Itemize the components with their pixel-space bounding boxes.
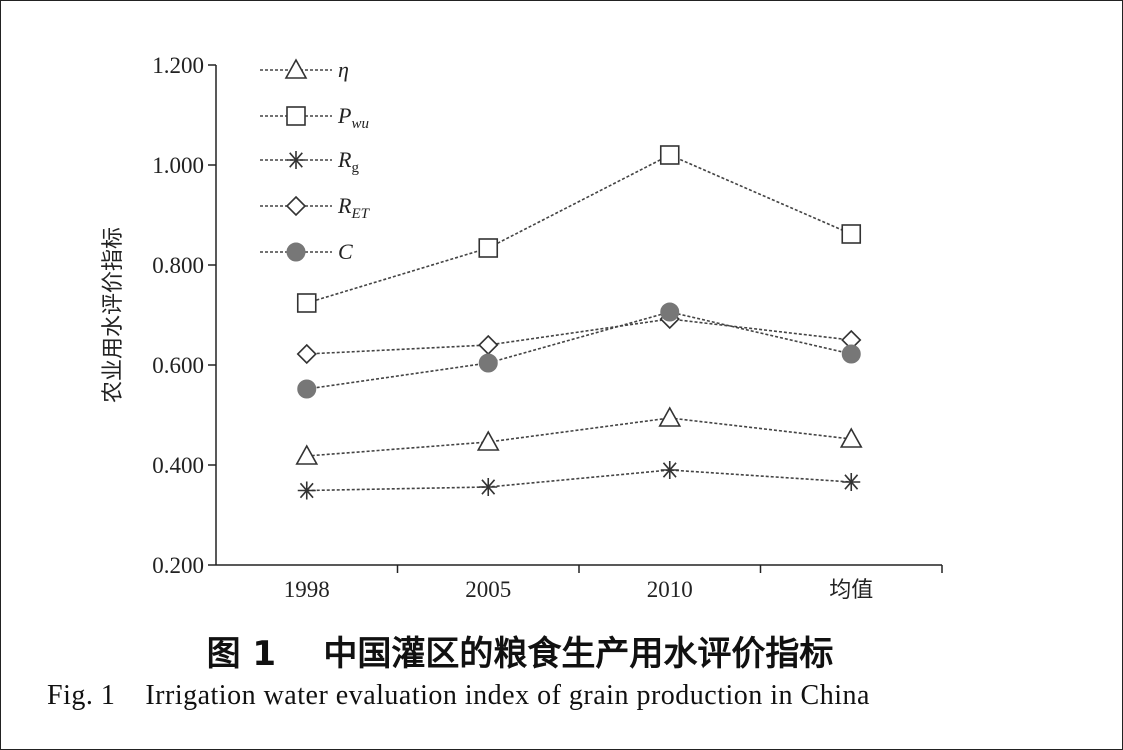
marker-triangle-open [476, 430, 500, 451]
marker-triangle-open [658, 406, 682, 427]
marker-circle-filled [478, 353, 498, 373]
legend-label: C [338, 239, 353, 264]
legend-label: Rg [337, 147, 359, 176]
y-tick-label: 0.200 [152, 553, 204, 578]
marker-asterisk [660, 461, 679, 479]
x-tick-label: 2010 [647, 577, 693, 602]
legend: η Pwu Rg RET C [260, 57, 371, 264]
marker-asterisk [287, 151, 305, 169]
marker-square-open [286, 106, 306, 126]
marker-diamond-open [296, 343, 317, 365]
x-tick-label: 1998 [284, 577, 330, 602]
marker-square-open [478, 238, 499, 258]
series-line-Rg [306, 469, 852, 492]
legend-item: Rg [260, 147, 359, 176]
legend-label: RET [337, 193, 371, 222]
marker-square-open [659, 145, 680, 165]
marker-square-open [841, 224, 862, 244]
data-markers [295, 145, 863, 500]
y-tick-label: 0.600 [152, 353, 204, 378]
caption-chinese: 图 1 中国灌区的粮食生产用水评价指标 [206, 634, 834, 674]
legend-label: η [338, 57, 349, 82]
y-tick-label: 1.200 [152, 53, 204, 78]
y-tick-label: 0.800 [152, 253, 204, 278]
marker-circle-filled [660, 302, 680, 322]
series-line-C [306, 311, 852, 390]
marker-asterisk [842, 473, 861, 491]
series-line-Pwu [306, 154, 852, 304]
legend-item: C [260, 239, 353, 264]
x-tick-label: 2005 [465, 577, 511, 602]
series-lines [306, 154, 852, 492]
marker-circle-filled [286, 242, 306, 262]
series-line-RET [306, 318, 852, 355]
legend-label: Pwu [337, 103, 369, 132]
marker-asterisk [297, 481, 316, 500]
marker-asterisk [479, 478, 498, 496]
marker-diamond-open [478, 334, 499, 356]
marker-circle-filled [841, 344, 861, 364]
axes: 0.200 0.400 0.600 0.800 1.000 1.200 1998 2005 20… [152, 53, 943, 603]
caption-english: Fig. 1 Irrigation water evaluation index… [47, 680, 870, 711]
marker-square-open [296, 293, 317, 313]
y-axis-label: 农业用水评价指标 [101, 227, 126, 403]
marker-diamond-open [285, 195, 307, 217]
legend-item: RET [260, 193, 371, 222]
y-tick-label: 1.000 [152, 153, 204, 178]
y-tick-label: 0.400 [152, 453, 204, 478]
marker-triangle-open [284, 58, 308, 79]
legend-item: η [260, 57, 349, 82]
marker-triangle-open [295, 444, 319, 465]
x-tick-label: 均值 [829, 578, 873, 603]
marker-circle-filled [297, 379, 317, 399]
legend-item: Pwu [260, 103, 369, 132]
marker-triangle-open [839, 427, 863, 448]
series-line-η [306, 417, 852, 457]
